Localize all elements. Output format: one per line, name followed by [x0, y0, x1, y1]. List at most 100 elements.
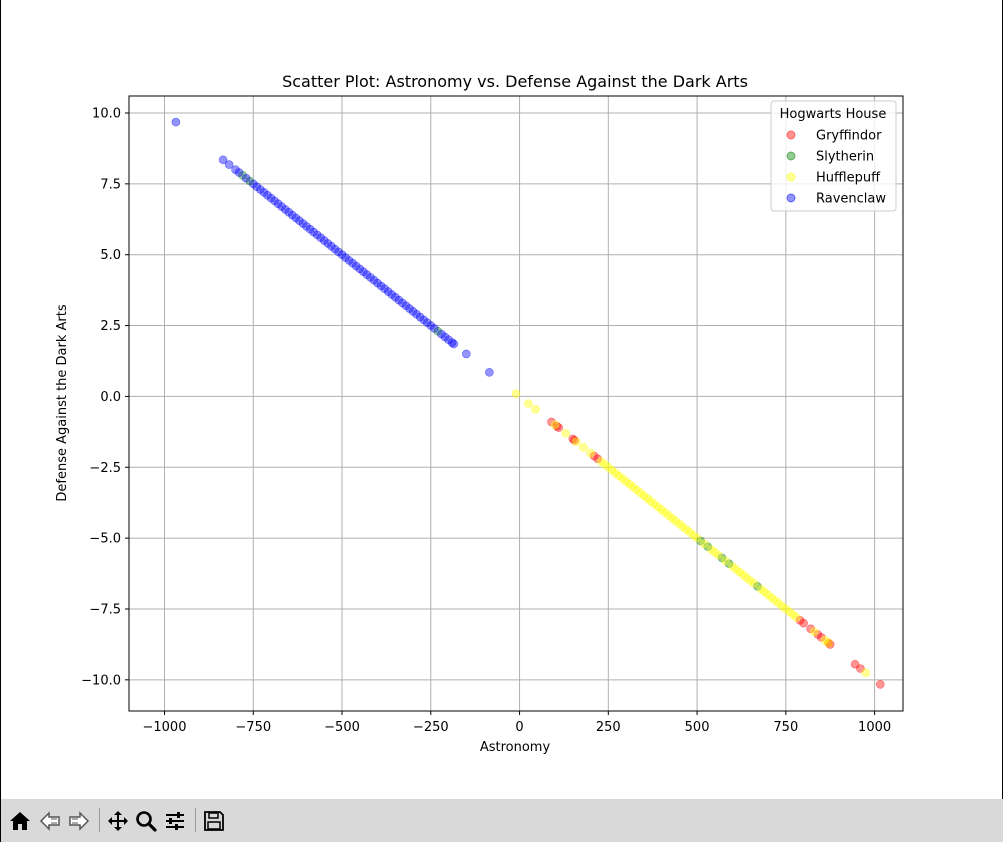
data-point — [731, 564, 741, 574]
data-point — [692, 533, 702, 543]
data-point — [792, 613, 801, 622]
series-ravenclaw — [171, 117, 494, 377]
configure-subplots-button[interactable] — [163, 809, 187, 833]
data-point — [618, 474, 627, 483]
data-point — [643, 494, 652, 503]
data-point — [298, 219, 308, 228]
data-point — [419, 315, 428, 325]
pan-button[interactable] — [106, 809, 130, 833]
data-point — [799, 618, 808, 628]
home-button[interactable] — [8, 809, 32, 833]
data-point — [806, 624, 815, 634]
data-point — [717, 553, 727, 563]
data-point — [266, 193, 276, 203]
zoom-button[interactable] — [134, 809, 158, 833]
data-point — [639, 491, 649, 500]
data-point — [218, 155, 228, 165]
data-point — [398, 298, 407, 308]
data-point — [256, 185, 265, 194]
data-point — [554, 423, 563, 432]
data-point — [405, 304, 414, 313]
legend-label: Gryffindor — [816, 129, 882, 144]
data-point — [678, 522, 688, 532]
data-point — [461, 349, 471, 359]
data-point — [664, 511, 673, 520]
save-button[interactable] — [202, 809, 226, 833]
data-point — [671, 516, 681, 526]
data-point — [628, 482, 638, 492]
data-point — [430, 324, 439, 333]
data-point — [760, 587, 769, 597]
grid — [129, 96, 903, 711]
legend-box — [770, 100, 897, 212]
data-point — [401, 301, 411, 311]
data-point — [524, 399, 533, 408]
legend-marker — [786, 172, 796, 182]
data-point — [449, 339, 459, 349]
forward-button[interactable] — [67, 809, 91, 833]
y-tick-label: 0.0 — [100, 390, 121, 405]
data-point — [433, 326, 443, 336]
data-point — [572, 437, 581, 447]
data-point — [657, 505, 666, 515]
data-point — [746, 576, 755, 585]
data-point — [273, 199, 283, 208]
x-axis-label: Astronomy — [480, 740, 551, 755]
data-point — [348, 258, 357, 268]
x-tick-label: 500 — [685, 720, 710, 735]
data-point — [238, 171, 247, 180]
data-point — [667, 513, 677, 523]
x-tick-label: −1000 — [143, 720, 187, 735]
data-point — [785, 607, 794, 617]
data-point — [383, 287, 393, 296]
data-point — [295, 216, 304, 226]
y-tick-label: 2.5 — [100, 319, 121, 334]
data-point — [646, 496, 656, 506]
y-tick-label: 5.0 — [100, 248, 121, 263]
data-point — [770, 596, 780, 605]
legend-marker — [786, 151, 796, 161]
back-button[interactable] — [38, 809, 62, 833]
data-point — [231, 165, 240, 174]
data-point — [703, 542, 713, 551]
data-point — [777, 601, 787, 611]
data-point — [824, 638, 833, 648]
save-icon — [204, 811, 224, 831]
data-point — [224, 160, 234, 169]
data-point — [422, 318, 432, 328]
data-point — [394, 295, 404, 305]
legend-marker — [786, 130, 796, 140]
data-point — [270, 196, 279, 206]
data-point — [171, 117, 181, 127]
data-point — [291, 213, 301, 223]
data-point — [589, 451, 599, 461]
data-point — [767, 593, 776, 602]
x-tick-label: 750 — [773, 720, 798, 735]
data-point — [408, 307, 418, 316]
legend-title: Hogwarts House — [780, 107, 887, 122]
data-point — [341, 253, 350, 262]
data-point — [728, 562, 737, 571]
data-point — [305, 224, 315, 234]
data-points — [171, 117, 885, 689]
data-point — [621, 477, 631, 486]
data-point — [781, 604, 791, 614]
y-tick-label: 7.5 — [100, 177, 121, 192]
data-point — [426, 321, 436, 330]
toolbar-separator — [99, 808, 100, 832]
data-point — [586, 448, 595, 458]
data-point — [248, 179, 258, 189]
scatter-chart: −1000 −750 −500 −250 0 250 500 750 1000 10.0 7.5 5.… — [55, 72, 904, 755]
data-point — [316, 233, 326, 243]
data-point — [614, 471, 624, 481]
data-point — [820, 635, 830, 645]
data-point — [675, 519, 684, 529]
data-point — [330, 244, 340, 254]
chart-title: Scatter Plot: Astronomy vs. Defense Agai… — [282, 72, 748, 91]
data-point — [682, 525, 691, 534]
data-point — [373, 278, 382, 288]
data-point — [277, 202, 286, 211]
y-tick-label: −10.0 — [81, 673, 121, 688]
y-tick-label: −7.5 — [89, 602, 121, 617]
